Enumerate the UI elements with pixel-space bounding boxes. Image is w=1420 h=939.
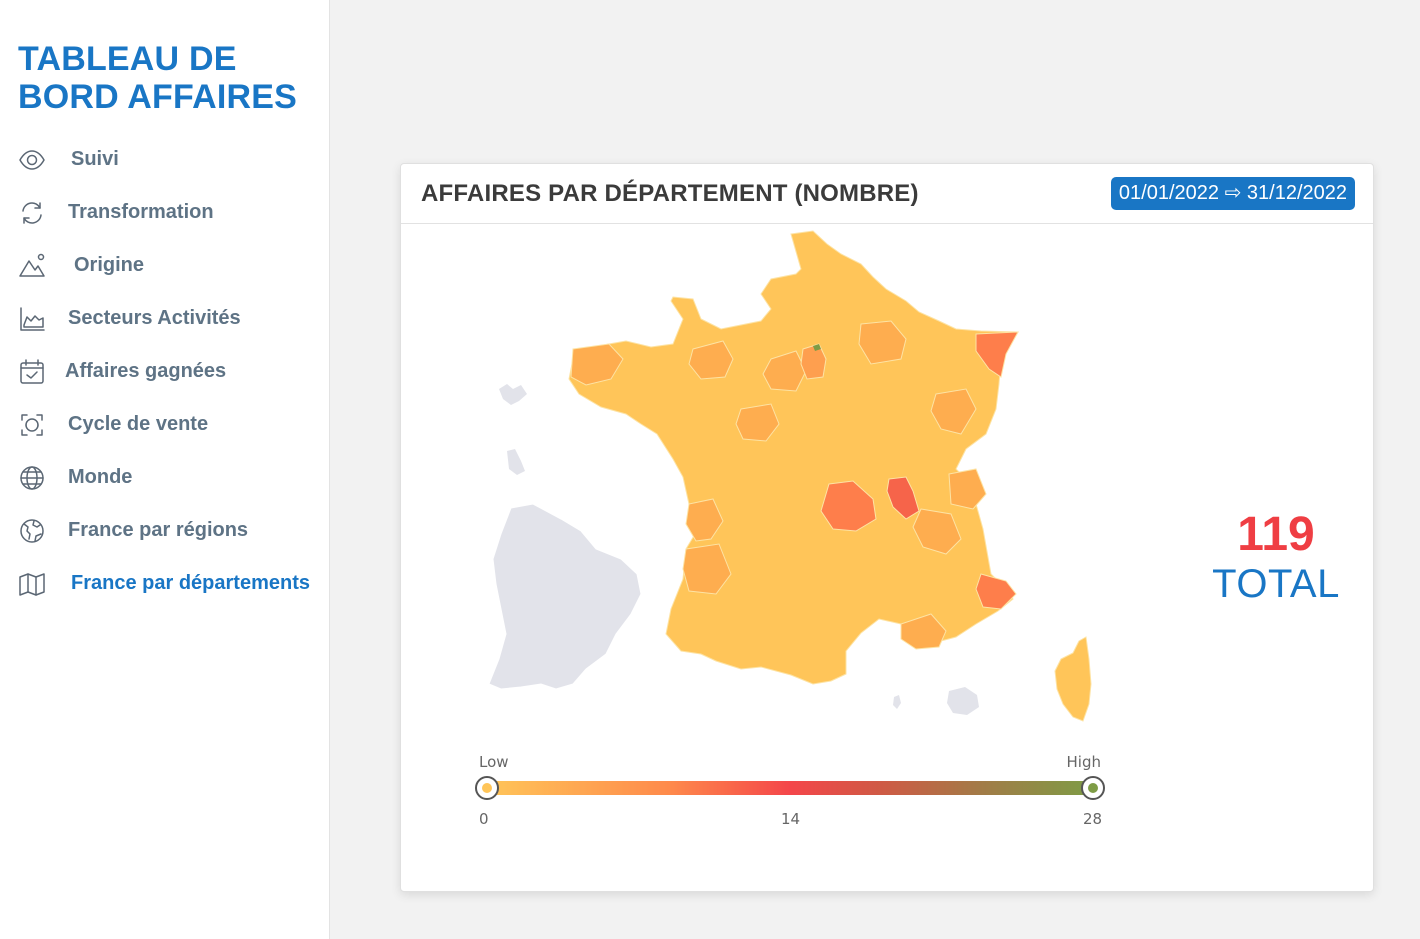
calendar-check-icon — [17, 357, 47, 387]
sidebar: TABLEAU DE BORD AFFAIRES Suivi Transform… — [0, 0, 330, 939]
area-chart-icon — [17, 304, 47, 334]
dept-paris[interactable] — [813, 344, 821, 351]
globe-icon — [17, 463, 47, 493]
sidebar-item-monde[interactable]: Monde — [0, 451, 330, 504]
dept-haut-rhin[interactable] — [930, 388, 977, 435]
sidebar-item-cycle-de-vente[interactable]: Cycle de vente — [0, 398, 330, 451]
sidebar-item-label: Affaires gagnées — [65, 360, 227, 382]
dept-herault[interactable] — [900, 613, 947, 650]
sidebar-item-secteurs[interactable]: Secteurs Activités — [0, 292, 330, 345]
sidebar-item-france-regions[interactable]: France par régions — [0, 504, 330, 557]
overseas-mayotte[interactable] — [893, 695, 901, 709]
color-legend: Low High 0 14 28 — [471, 749, 1111, 829]
overseas-reunion[interactable] — [947, 687, 979, 715]
sidebar-item-label: Secteurs Activités — [68, 307, 241, 329]
overseas-martinique[interactable] — [507, 449, 525, 475]
sidebar-item-label: Cycle de vente — [68, 413, 209, 435]
map-icon — [17, 569, 47, 599]
sidebar-item-label: Transformation — [68, 201, 214, 223]
sidebar-item-label: Origine — [74, 254, 145, 276]
sidebar-item-transformation[interactable]: Transformation — [0, 186, 330, 239]
departments-map-card: AFFAIRES PAR DÉPARTEMENT (NOMBRE) 01/01/… — [400, 163, 1374, 892]
refresh-icon — [17, 198, 47, 228]
dept-indre-et-loire[interactable] — [735, 403, 780, 442]
dept-haute-savoie[interactable] — [948, 468, 987, 510]
dept-orne[interactable] — [688, 340, 734, 380]
total-value: 119 — [1237, 508, 1315, 561]
sidebar-item-origine[interactable]: Origine — [0, 239, 330, 292]
legend-low-handle-dot — [482, 783, 492, 793]
legend-tick-mid: 14 — [781, 810, 801, 828]
legend-tick-max: 28 — [1083, 810, 1103, 828]
sidebar-item-suivi[interactable]: Suivi — [0, 133, 330, 186]
date-range-badge[interactable]: 01/01/2022 ⇨ 31/12/2022 — [1110, 177, 1355, 210]
sidebar-item-label: Monde — [68, 466, 133, 488]
sidebar-nav: Suivi Transformation Origine Secteurs Ac… — [0, 133, 330, 610]
eye-icon — [17, 145, 47, 175]
total-label: TOTAL — [1212, 562, 1340, 606]
sidebar-item-france-departements[interactable]: France par départements — [0, 557, 330, 610]
dept-charente-maritime[interactable] — [685, 498, 724, 542]
dept-corse[interactable] — [1054, 636, 1092, 722]
france-departments-map[interactable] — [461, 229, 1111, 739]
legend-low-label: Low — [479, 753, 509, 771]
app-title-line1: TABLEAU DE — [18, 40, 237, 78]
sidebar-item-label: France par régions — [68, 519, 249, 541]
sidebar-item-label: France par départements — [71, 572, 310, 594]
landscape-icon — [17, 251, 47, 281]
dept-puy-de-dome[interactable] — [820, 480, 877, 532]
dept-eure-et-loir[interactable] — [762, 350, 807, 392]
overseas-guyane[interactable] — [488, 503, 642, 690]
sidebar-item-label: Suivi — [71, 148, 119, 170]
sidebar-item-affaires-gagnees[interactable]: Affaires gagnées — [0, 345, 330, 398]
cycle-arrows-icon — [17, 410, 47, 440]
dept-marne[interactable] — [858, 320, 907, 365]
app-title: TABLEAU DE BORD AFFAIRES — [18, 40, 318, 116]
card-title: AFFAIRES PAR DÉPARTEMENT (NOMBRE) — [421, 180, 919, 207]
dept-isere[interactable] — [912, 508, 962, 555]
dept-rhone[interactable] — [886, 476, 920, 520]
legend-high-handle[interactable] — [1081, 776, 1105, 800]
overseas-guadeloupe[interactable] — [499, 384, 527, 405]
legend-tick-min: 0 — [479, 810, 489, 828]
app-title-line2: BORD AFFAIRES — [18, 78, 298, 116]
dept-bas-rhin[interactable] — [975, 331, 1019, 378]
card-header: AFFAIRES PAR DÉPARTEMENT (NOMBRE) 01/01/… — [401, 164, 1373, 224]
legend-high-handle-dot — [1088, 783, 1098, 793]
legend-high-label: High — [1066, 753, 1101, 771]
legend-low-handle[interactable] — [475, 776, 499, 800]
dept-gironde[interactable] — [682, 543, 732, 595]
globe-regions-icon — [17, 516, 47, 546]
legend-gradient-bar — [487, 781, 1093, 795]
region-france-mainland[interactable] — [568, 230, 1019, 685]
dept-alpes-maritimes[interactable] — [975, 573, 1017, 610]
dept-bretagne-west[interactable] — [570, 343, 624, 386]
